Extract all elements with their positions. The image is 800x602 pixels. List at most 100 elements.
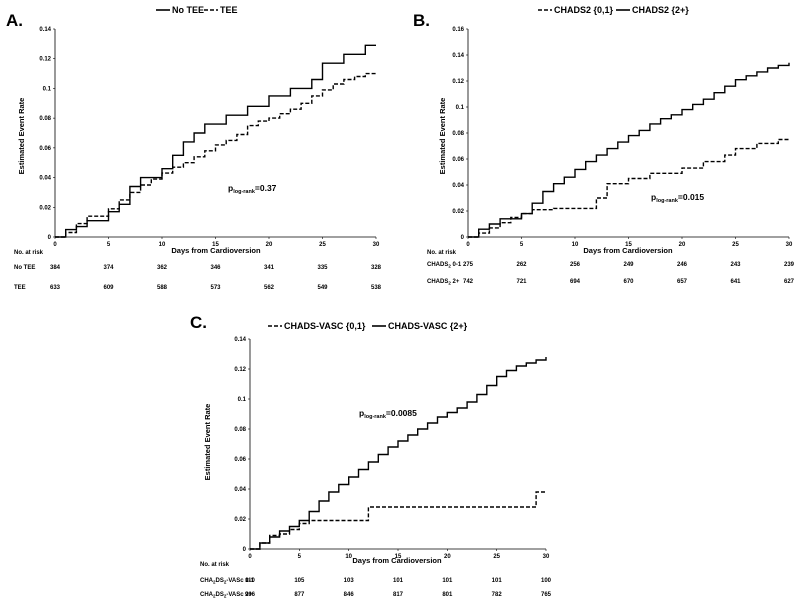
panel-c-letter: C. xyxy=(190,313,207,332)
panel-c-x-axis-label: Days from Cardioversion xyxy=(352,556,442,565)
x-tick-label: 25 xyxy=(319,242,326,248)
risk-count: 239 xyxy=(784,262,795,268)
risk-row-label: No TEE xyxy=(14,265,35,271)
y-tick-label: 0 xyxy=(48,235,52,241)
risk-count: 765 xyxy=(541,592,552,598)
panel-a-y-axis-label: Estimated Event Rate xyxy=(17,98,26,175)
series-line-dashed xyxy=(250,491,546,550)
risk-count: 906 xyxy=(245,592,256,598)
y-tick-label: 0.02 xyxy=(452,209,464,215)
risk-count: 721 xyxy=(516,279,527,285)
x-tick-label: 10 xyxy=(572,242,579,248)
x-tick-label: 30 xyxy=(373,242,380,248)
panel-b-letter: B. xyxy=(413,11,430,30)
x-tick-label: 20 xyxy=(679,242,686,248)
risk-count: 573 xyxy=(210,285,221,291)
risk-header: No. at risk xyxy=(427,250,457,256)
y-tick-label: 0.1 xyxy=(456,105,465,111)
series-line-solid xyxy=(468,62,790,238)
y-tick-label: 0.14 xyxy=(39,27,51,33)
x-tick-label: 5 xyxy=(298,554,302,560)
y-tick-label: 0 xyxy=(243,547,247,553)
risk-count: 101 xyxy=(442,578,453,584)
x-tick-label: 20 xyxy=(266,242,273,248)
y-tick-label: 0.06 xyxy=(234,457,246,463)
risk-count: 817 xyxy=(393,592,404,598)
risk-count: 538 xyxy=(371,285,382,291)
panel-c-pvalue: plog-rank=0.0085 xyxy=(359,408,417,420)
risk-count: 694 xyxy=(570,279,581,285)
x-tick-label: 10 xyxy=(159,242,166,248)
risk-count: 633 xyxy=(50,285,61,291)
y-tick-label: 0.04 xyxy=(39,176,51,182)
risk-count: 243 xyxy=(730,262,741,268)
panel-b-legend: CHADS2 {0,1} CHADS2 {2+} xyxy=(538,5,689,15)
y-tick-label: 0.02 xyxy=(39,205,51,211)
risk-count: 562 xyxy=(264,285,275,291)
risk-count: 588 xyxy=(157,285,168,291)
legend-label-chads2-high: CHADS2 {2+} xyxy=(632,5,689,15)
x-tick-label: 25 xyxy=(493,554,500,560)
risk-count: 101 xyxy=(393,578,404,584)
panel-b-x-axis-label: Days from Cardioversion xyxy=(583,246,673,255)
y-tick-label: 0.14 xyxy=(452,53,464,59)
panel-a-risk-table: No. at risk No TEE TEE xyxy=(14,250,44,291)
x-tick-label: 10 xyxy=(345,554,352,560)
risk-count: 328 xyxy=(371,265,382,271)
panel-c-legend: CHADS-VASC {0,1} CHADS-VASC {2+} xyxy=(268,321,468,331)
y-tick-label: 0.14 xyxy=(234,337,246,343)
risk-count: 549 xyxy=(317,285,328,291)
series-line-dashed xyxy=(468,138,790,238)
risk-count: 105 xyxy=(294,578,305,584)
risk-count: 100 xyxy=(541,578,552,584)
risk-row-label: CHADS2 2+ xyxy=(427,279,460,286)
y-tick-label: 0.06 xyxy=(452,157,464,163)
y-tick-label: 0 xyxy=(461,235,465,241)
y-tick-label: 0.08 xyxy=(452,131,464,137)
legend-label-tee: TEE xyxy=(220,5,238,15)
risk-count: 846 xyxy=(344,592,355,598)
x-tick-label: 25 xyxy=(732,242,739,248)
risk-count: 374 xyxy=(103,265,114,271)
y-tick-label: 0.12 xyxy=(452,79,464,85)
x-tick-label: 0 xyxy=(248,554,252,560)
risk-count: 742 xyxy=(463,279,474,285)
panel-c-y-axis-label: Estimated Event Rate xyxy=(203,404,212,481)
series-line-dashed xyxy=(55,72,377,238)
panel-b-risk-table: No. at risk CHADS2 0-1 CHADS2 2+ xyxy=(427,250,462,286)
risk-count: 627 xyxy=(784,279,795,285)
panel-a-plot-area: 0 0.02 0.04 0.06 0.08 0.1 0.12 0.14 0 5 10 15 20 25 30 xyxy=(39,27,380,248)
x-tick-label: 15 xyxy=(625,242,632,248)
panel-b-pvalue: plog-rank=0.015 xyxy=(651,192,704,204)
risk-count: 384 xyxy=(50,265,61,271)
panel-c: C. CHADS-VASC {0,1} CHADS-VASC {2+} plog… xyxy=(190,313,552,599)
risk-row-label: CHA2DS2-VASc 2+ xyxy=(200,592,253,599)
panel-b: B. CHADS2 {0,1} CHADS2 {2+} plog-rank=0.… xyxy=(413,5,795,286)
risk-header: No. at risk xyxy=(200,562,230,568)
risk-count: 346 xyxy=(210,265,221,271)
y-tick-label: 0.12 xyxy=(234,367,246,373)
risk-count: 641 xyxy=(730,279,741,285)
panel-a-legend: No TEE TEE xyxy=(156,5,238,15)
risk-count: 657 xyxy=(677,279,688,285)
y-tick-label: 0.16 xyxy=(452,27,464,33)
x-tick-label: 5 xyxy=(520,242,524,248)
risk-count: 275 xyxy=(463,262,474,268)
risk-count: 877 xyxy=(294,592,305,598)
x-tick-label: 5 xyxy=(107,242,111,248)
x-tick-label: 30 xyxy=(786,242,793,248)
panel-a: A. No TEE TEE plog-rank=0.37 Estimated E… xyxy=(6,5,382,291)
risk-count: 262 xyxy=(516,262,527,268)
legend-label-chads-vasc-low: CHADS-VASC {0,1} xyxy=(284,321,366,331)
y-tick-label: 0.06 xyxy=(39,146,51,152)
x-tick-label: 15 xyxy=(395,554,402,560)
risk-count: 103 xyxy=(344,578,355,584)
panel-c-plot-area: 0 0.02 0.04 0.06 0.08 0.1 0.12 0.14 0 5 10 15 20 25 30 xyxy=(234,337,550,560)
panel-c-risk-table: No. at risk CHA2DS2-VASc 0-1 CHA2DS2-VAS… xyxy=(200,562,255,599)
risk-count: 362 xyxy=(157,265,168,271)
risk-count: 801 xyxy=(442,592,453,598)
y-tick-label: 0.1 xyxy=(43,86,52,92)
series-line-solid xyxy=(55,44,376,238)
panel-b-plot-area: 0 0.02 0.04 0.06 0.08 0.1 0.12 0.14 0.16 0 5 10 15 20… xyxy=(452,27,793,248)
